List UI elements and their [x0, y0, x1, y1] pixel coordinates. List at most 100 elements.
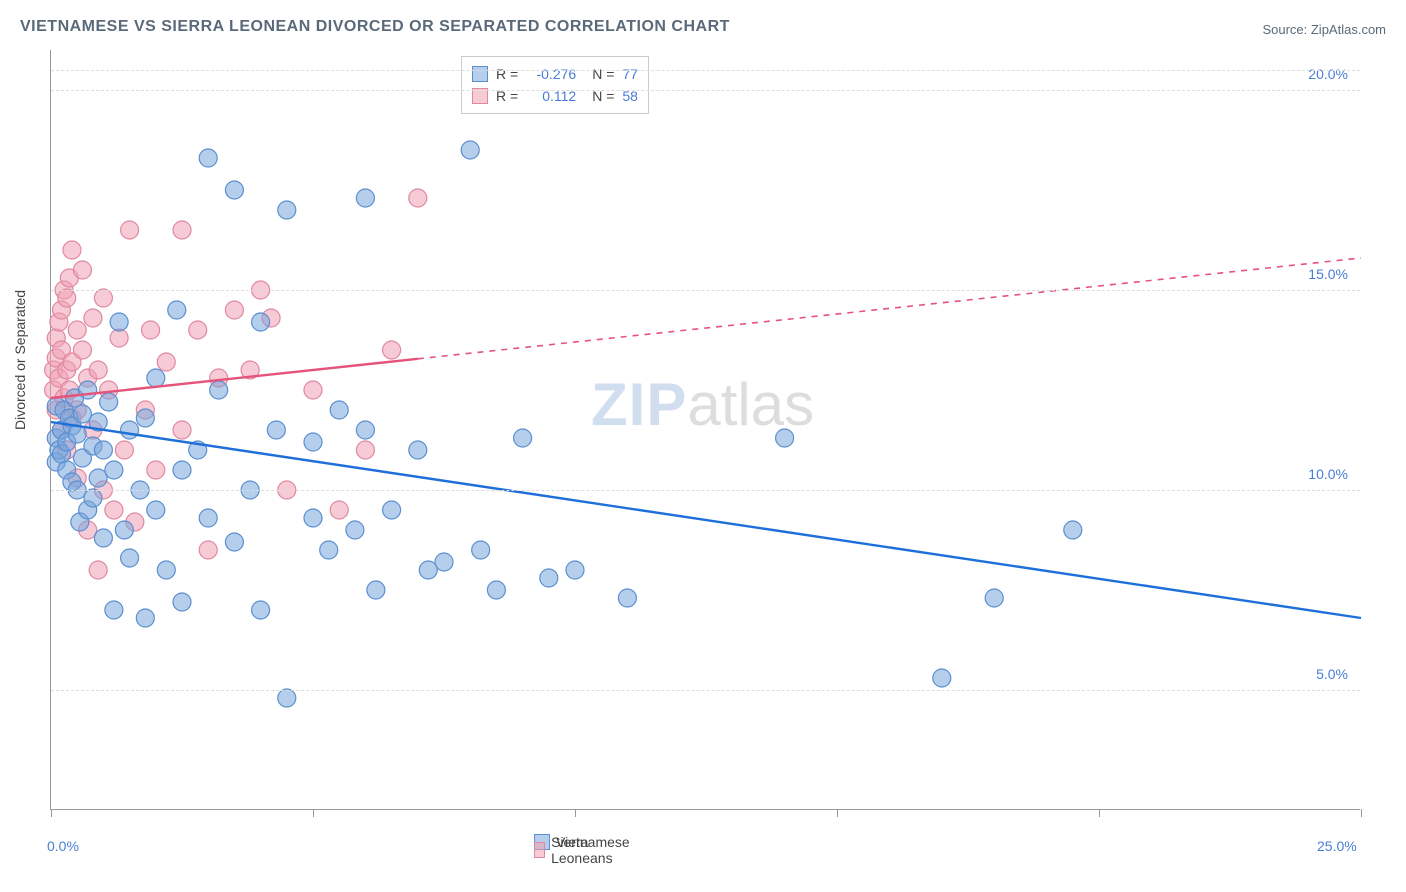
scatter-point — [199, 509, 217, 527]
scatter-point — [89, 561, 107, 579]
scatter-point — [225, 301, 243, 319]
scatter-point — [304, 509, 322, 527]
scatter-point — [58, 289, 76, 307]
chart-title: VIETNAMESE VS SIERRA LEONEAN DIVORCED OR… — [20, 18, 730, 36]
scatter-point — [199, 541, 217, 559]
scatter-point — [121, 549, 139, 567]
scatter-point — [278, 689, 296, 707]
scatter-point — [105, 461, 123, 479]
scatter-point — [115, 441, 133, 459]
scatter-point — [105, 501, 123, 519]
legend-r-label: R = — [496, 63, 518, 85]
scatter-point — [210, 381, 228, 399]
legend-r-value: -0.276 — [526, 63, 576, 85]
scatter-point — [330, 501, 348, 519]
scatter-point — [566, 561, 584, 579]
scatter-point — [252, 313, 270, 331]
scatter-svg — [51, 50, 1361, 810]
x-tick — [837, 809, 838, 817]
scatter-point — [304, 433, 322, 451]
gridline-h — [51, 490, 1360, 491]
legend-row: R = -0.276 N = 77 — [472, 63, 638, 85]
scatter-point — [304, 381, 322, 399]
scatter-point — [110, 329, 128, 347]
y-tick-label: 10.0% — [1308, 466, 1348, 482]
scatter-point — [225, 533, 243, 551]
scatter-point — [63, 241, 81, 259]
scatter-point — [346, 521, 364, 539]
trend-line-dashed — [418, 258, 1361, 359]
scatter-point — [136, 609, 154, 627]
scatter-point — [121, 221, 139, 239]
scatter-point — [73, 261, 91, 279]
legend-n-label: N = — [592, 63, 614, 85]
x-tick — [1361, 809, 1362, 817]
scatter-point — [367, 581, 385, 599]
scatter-point — [173, 593, 191, 611]
scatter-point — [409, 189, 427, 207]
legend-row: R =0.112N =58 — [472, 85, 638, 107]
legend-n-value: 77 — [622, 63, 638, 85]
x-tick-label: 25.0% — [1317, 838, 1357, 854]
legend-r-label: R = — [496, 85, 518, 107]
y-tick-label: 15.0% — [1308, 266, 1348, 282]
scatter-point — [933, 669, 951, 687]
x-tick — [575, 809, 576, 817]
y-tick-label: 5.0% — [1316, 666, 1348, 682]
scatter-point — [147, 369, 165, 387]
scatter-point — [1064, 521, 1082, 539]
scatter-point — [356, 189, 374, 207]
scatter-point — [121, 421, 139, 439]
y-axis-label: Divorced or Separated — [12, 290, 28, 430]
scatter-point — [84, 489, 102, 507]
scatter-point — [776, 429, 794, 447]
scatter-point — [514, 429, 532, 447]
scatter-point — [225, 181, 243, 199]
scatter-point — [383, 341, 401, 359]
scatter-point — [356, 441, 374, 459]
x-tick — [1099, 809, 1100, 817]
scatter-point — [168, 301, 186, 319]
scatter-point — [278, 201, 296, 219]
bottom-legend-label: Sierra Leoneans — [551, 834, 617, 866]
scatter-point — [461, 141, 479, 159]
correlation-legend: R = -0.276 N = 77R = 0.112 N = 58 — [461, 56, 649, 114]
scatter-point — [79, 381, 97, 399]
legend-swatch — [472, 66, 488, 82]
legend-swatch — [534, 842, 545, 858]
x-tick-label: 0.0% — [47, 838, 79, 854]
legend-n-value: 58 — [622, 85, 638, 107]
x-tick — [313, 809, 314, 817]
scatter-point — [409, 441, 427, 459]
scatter-point — [173, 221, 191, 239]
scatter-point — [147, 461, 165, 479]
scatter-point — [320, 541, 338, 559]
scatter-point — [173, 421, 191, 439]
y-tick-label: 20.0% — [1308, 66, 1348, 82]
chart-plot-area: ZIPatlas R =-0.276N =77R =0.112N =58 5.0… — [50, 50, 1360, 810]
scatter-point — [136, 409, 154, 427]
scatter-point — [157, 353, 175, 371]
legend-r-value: 0.112 — [526, 85, 576, 107]
gridline-h — [51, 690, 1360, 691]
scatter-point — [94, 441, 112, 459]
scatter-point — [84, 309, 102, 327]
scatter-point — [252, 601, 270, 619]
scatter-point — [267, 421, 285, 439]
gridline-h — [51, 290, 1360, 291]
scatter-point — [487, 581, 505, 599]
scatter-point — [173, 461, 191, 479]
scatter-point — [73, 341, 91, 359]
trend-line — [51, 422, 1361, 618]
scatter-point — [435, 553, 453, 571]
scatter-point — [985, 589, 1003, 607]
scatter-point — [330, 401, 348, 419]
scatter-point — [89, 361, 107, 379]
x-tick — [51, 809, 52, 817]
scatter-point — [199, 149, 217, 167]
scatter-point — [383, 501, 401, 519]
scatter-point — [110, 313, 128, 331]
scatter-point — [115, 521, 133, 539]
scatter-point — [68, 321, 86, 339]
scatter-point — [94, 289, 112, 307]
